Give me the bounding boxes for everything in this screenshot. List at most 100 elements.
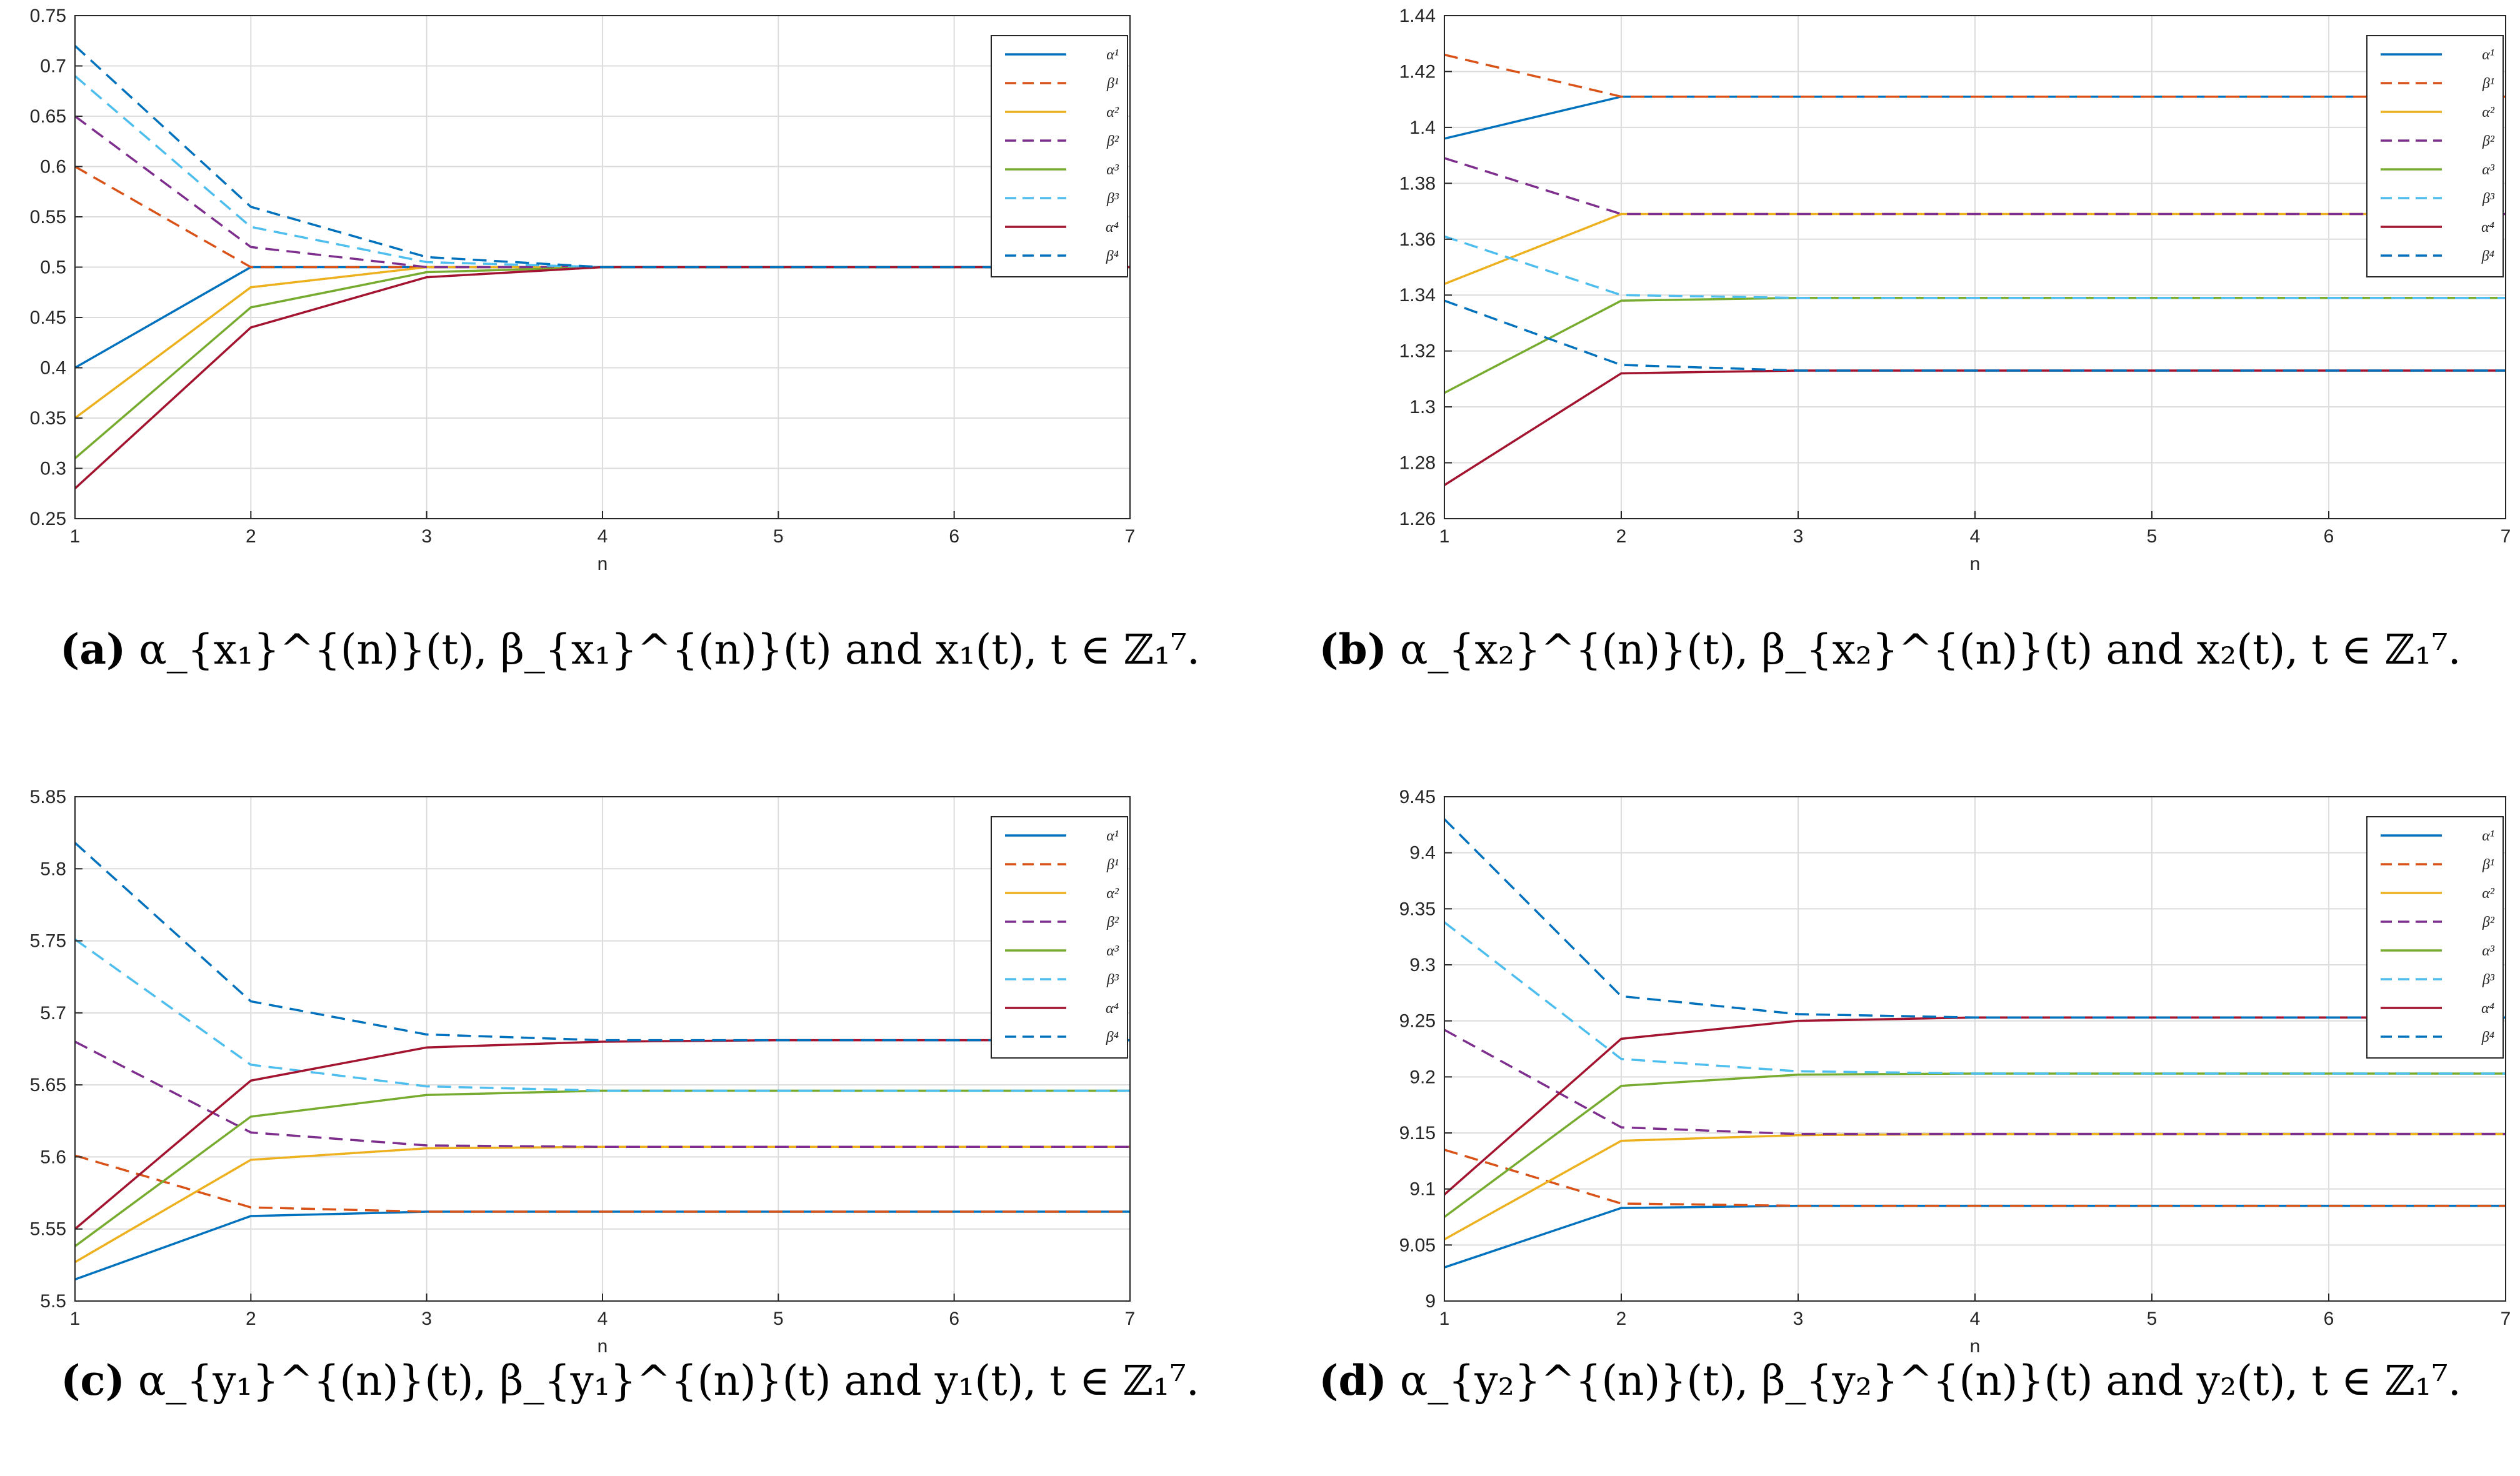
x-tick-label: 7	[2501, 1309, 2511, 1329]
x-tick-label: 5	[2147, 1309, 2158, 1329]
legend-label-6: β³	[1106, 191, 1119, 207]
panel-b: 1 2 3 4 5 6 7 1.26 1.28 1.3 1.32 1.34 1.36 1.38 1.4 1.4…	[1260, 0, 2520, 738]
y-tick-label: 9.2	[1409, 1067, 1436, 1087]
legend-label-4: β²	[2482, 133, 2495, 149]
x-tick-label: 2	[246, 526, 256, 547]
y-tick-label: 1.28	[1399, 453, 1436, 474]
legend-label-5: α³	[2482, 162, 2495, 178]
legend-label-8: β⁴	[2481, 1029, 2494, 1045]
legend-label-3: α²	[1106, 885, 1119, 902]
x-tick-label: 2	[1616, 526, 1627, 547]
y-tick-label: 0.3	[40, 459, 66, 479]
panel-d: 1 2 3 4 5 6 7 9 9.05 9.1 9.15 9.2 9.25 9.3 9.35 9.4 9.45…	[1260, 738, 2520, 1476]
series-group	[74, 45, 1130, 489]
y-tick-label: 0.5	[40, 257, 66, 278]
caption-d-text: α_{y₂}^{(n)}(t), β_{y₂}^{(n)}(t) and y₂(…	[1399, 1357, 2461, 1405]
caption-c-label: (c)	[61, 1356, 125, 1405]
y-tick-label: 5.6	[40, 1147, 66, 1167]
series-line-2	[1444, 1149, 2506, 1207]
series-group	[74, 842, 1130, 1281]
x-tick-label: 3	[421, 1309, 432, 1329]
legend-box	[2366, 816, 2504, 1059]
x-tick-label: 3	[1793, 526, 1804, 547]
x-axis-label: n	[1970, 554, 1981, 574]
y-tick-label: 0.25	[30, 509, 66, 529]
y-tick-label: 0.75	[30, 6, 66, 26]
chart-b: 1 2 3 4 5 6 7 1.26 1.28 1.3 1.32 1.34 1.36 1.38 1.4 1.4…	[1399, 6, 2511, 574]
x-tick-label: 3	[1793, 1309, 1804, 1329]
legend-label-5: α³	[1106, 162, 1119, 178]
legend-label-6: β³	[1106, 972, 1119, 988]
x-tick-label: 2	[246, 1309, 256, 1329]
legend-label-2: β¹	[2482, 76, 2494, 92]
legend-label-2: β¹	[2482, 857, 2494, 873]
chart-c: 1 2 3 4 5 6 7 5.5 5.55 5.6 5.65 5.7 5.75 5.8 5.85 n α¹ β¹…	[30, 787, 1136, 1357]
legend-label-3: α²	[1106, 104, 1119, 121]
legend-label-2: β¹	[1106, 857, 1119, 873]
series-line-2	[74, 1154, 1130, 1213]
legend-label-8: β⁴	[1106, 248, 1119, 264]
chart-a: 1 2 3 4 5 6 7 0.25 0.3 0.35 0.4 0.45 0.5 0.55 0.6 0.65 0…	[30, 6, 1136, 574]
legend-label-4: β²	[2482, 914, 2495, 930]
y-tick-label: 1.3	[1409, 397, 1436, 417]
x-tick-label: 4	[598, 526, 608, 547]
series-group	[1444, 53, 2506, 486]
x-tick-label: 7	[1125, 1309, 1136, 1329]
caption-b-text: α_{x₂}^{(n)}(t), β_{x₂}^{(n)}(t) and x₂(…	[1399, 626, 2461, 674]
x-tick-label: 4	[1970, 1309, 1981, 1329]
y-tick-label: 1.44	[1399, 6, 1436, 26]
y-tick-label: 0.55	[30, 207, 66, 227]
legend-label-5: α³	[2482, 943, 2495, 959]
x-tick-label: 6	[2324, 526, 2334, 547]
series-line-6	[1444, 235, 2506, 299]
x-tick-label: 1	[70, 526, 81, 547]
x-tick-label: 7	[1125, 526, 1136, 547]
series-line-4	[1444, 157, 2506, 216]
x-tick-label: 5	[773, 1309, 784, 1329]
legend-label-1: α¹	[1106, 828, 1119, 844]
y-tick-label: 9.45	[1399, 787, 1436, 807]
series-group	[1443, 818, 2506, 1269]
legend-label-7: α⁴	[2481, 1000, 2494, 1017]
y-tick-label: 0.45	[30, 307, 66, 328]
y-tick-label: 9.25	[1399, 1011, 1436, 1032]
legend-label-1: α¹	[1106, 47, 1119, 63]
x-tick-label: 4	[1970, 526, 1981, 547]
legend-label-3: α²	[2482, 885, 2495, 902]
y-tick-label: 9	[1425, 1291, 1436, 1312]
y-tick-label: 1.32	[1399, 341, 1436, 362]
legend-label-4: β²	[1106, 133, 1119, 149]
x-axis-label: n	[1970, 1336, 1981, 1357]
legend-label-1: α¹	[2482, 828, 2494, 844]
legend-box	[991, 816, 1128, 1059]
legend: α¹ β¹ α² β² α³ β³ α⁴ β⁴	[2366, 35, 2504, 277]
x-tick-label: 3	[421, 526, 432, 547]
series-line-4	[74, 1040, 1130, 1149]
x-tick-label: 6	[2324, 1309, 2334, 1329]
series-line-8	[1443, 818, 2506, 1019]
y-tick-label: 0.65	[30, 106, 66, 127]
series-line-6	[1443, 921, 2506, 1075]
legend-label-8: β⁴	[1106, 1029, 1119, 1045]
caption-a-text: α_{x₁}^{(n)}(t), β_{x₁}^{(n)}(t) and x₁(…	[139, 626, 1200, 674]
legend-label-6: β³	[2482, 191, 2495, 207]
y-tick-label: 0.7	[40, 56, 66, 77]
caption-c-text: α_{y₁}^{(n)}(t), β_{y₁}^{(n)}(t) and y₁(…	[138, 1357, 1199, 1405]
series-line-4	[1444, 1029, 2506, 1135]
legend-box	[2366, 35, 2504, 277]
x-tick-label: 6	[949, 1309, 959, 1329]
caption-d: (d) α_{y₂}^{(n)}(t), β_{y₂}^{(n)}(t) and…	[1260, 1356, 2520, 1405]
caption-b: (b) α_{x₂}^{(n)}(t), β_{x₂}^{(n)}(t) and…	[1260, 625, 2520, 674]
grid	[1444, 796, 2506, 1302]
panel-a: 1 2 3 4 5 6 7 0.25 0.3 0.35 0.4 0.45 0.5 0.55 0.6 0.65 0…	[0, 0, 1260, 738]
legend-label-7: α⁴	[1106, 219, 1119, 236]
y-tick-label: 0.35	[30, 408, 66, 429]
y-tick-label: 9.05	[1399, 1235, 1436, 1255]
x-tick-label: 1	[1439, 1309, 1450, 1329]
panel-c: 1 2 3 4 5 6 7 5.5 5.55 5.6 5.65 5.7 5.75 5.8 5.85 n α¹ β¹…	[0, 738, 1260, 1476]
legend-label-1: α¹	[2482, 47, 2494, 63]
legend-label-7: α⁴	[1106, 1000, 1119, 1017]
series-line-2	[1444, 53, 2506, 98]
caption-d-label: (d)	[1319, 1356, 1387, 1405]
y-tick-label: 1.34	[1399, 285, 1436, 306]
